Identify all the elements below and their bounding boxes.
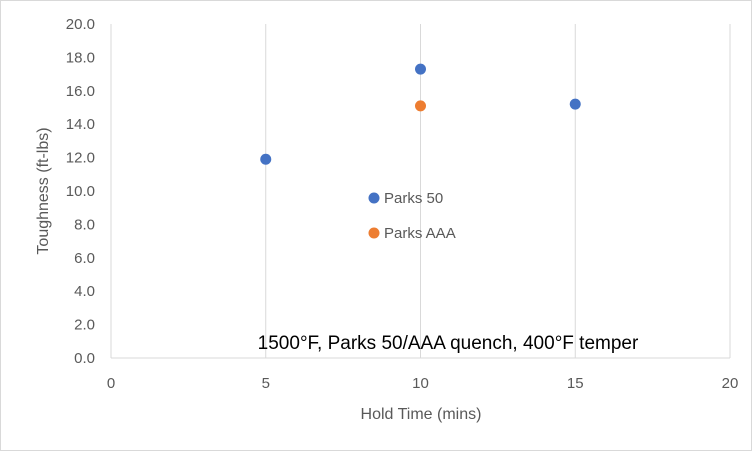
y-tick-label: 0.0 bbox=[74, 350, 95, 367]
y-tick-label: 10.0 bbox=[66, 183, 95, 200]
data-point bbox=[260, 153, 272, 165]
data-points bbox=[260, 63, 581, 165]
data-point bbox=[415, 63, 426, 75]
chart-annotation: 1500°F, Parks 50/AAA quench, 400°F tempe… bbox=[258, 333, 639, 354]
legend-label: Parks AAA bbox=[384, 225, 456, 242]
y-tick-label: 8.0 bbox=[74, 216, 95, 233]
y-tick-label: 12.0 bbox=[66, 150, 95, 167]
y-tick-label: 2.0 bbox=[74, 317, 95, 334]
legend-marker bbox=[368, 192, 380, 204]
gridlines bbox=[265, 24, 731, 358]
data-point bbox=[415, 100, 426, 112]
y-tick-label: 18.0 bbox=[66, 49, 95, 66]
x-tick-labels: 0 5 10 15 20 bbox=[107, 375, 739, 392]
y-tick-label: 16.0 bbox=[66, 83, 95, 100]
legend-marker bbox=[368, 227, 380, 239]
y-tick-label: 4.0 bbox=[74, 283, 95, 300]
x-tick-label: 15 bbox=[567, 375, 584, 392]
x-axis-title: Hold Time (mins) bbox=[361, 406, 482, 423]
y-axis-title: Toughness (ft-lbs) bbox=[35, 127, 52, 254]
y-tick-label: 20.0 bbox=[66, 16, 95, 33]
x-tick-label: 0 bbox=[107, 375, 115, 392]
legend-label: Parks 50 bbox=[384, 190, 443, 207]
y-tick-label: 6.0 bbox=[74, 250, 95, 267]
y-tick-label: 14.0 bbox=[66, 116, 95, 133]
legend: Parks 50 Parks AAA bbox=[368, 190, 456, 242]
y-tick-labels: 0.0 2.0 4.0 6.0 8.0 10.0 12.0 14.0 16.0 18.0 20.0 bbox=[66, 16, 95, 367]
data-point bbox=[569, 98, 581, 110]
x-tick-label: 10 bbox=[412, 375, 429, 392]
x-tick-label: 5 bbox=[262, 375, 270, 392]
x-tick-label: 20 bbox=[722, 375, 739, 392]
axes bbox=[110, 24, 730, 359]
